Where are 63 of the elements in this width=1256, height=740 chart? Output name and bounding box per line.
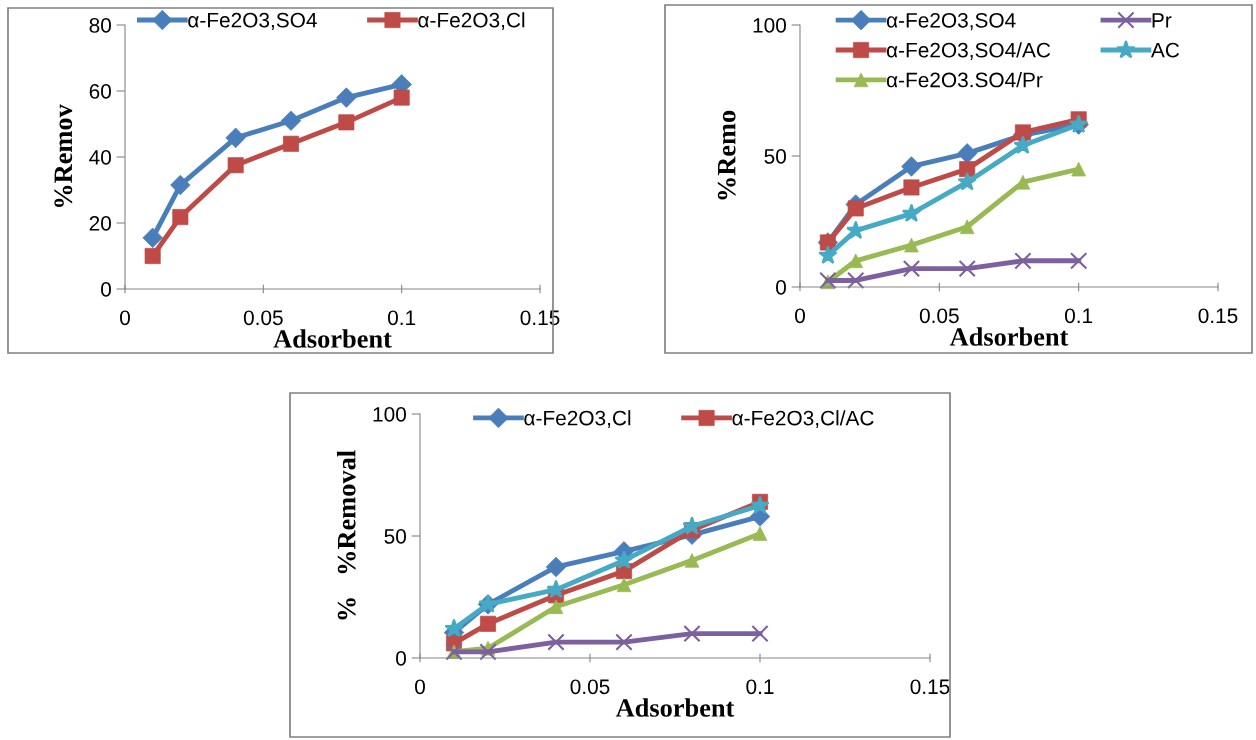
point: [144, 248, 161, 264]
x-tick-label: 0.1: [388, 310, 416, 326]
x-tick-label: 0: [120, 310, 130, 326]
x-tick-label: 0.15: [1198, 308, 1238, 324]
y-tick-label: 20: [89, 216, 111, 231]
y-tick-label: 0: [101, 282, 111, 297]
point: [751, 624, 769, 643]
legend-label: α-Fe2O3.SO4/Pr: [886, 72, 1043, 88]
x-axis-title: Adsorbent: [273, 329, 392, 348]
y-tick-label: 100: [753, 18, 786, 33]
point: [902, 259, 921, 278]
x-tick-label: 0.1: [1065, 308, 1093, 324]
x-tick-label: 0: [415, 679, 425, 695]
x-tick-label: 0.05: [570, 679, 610, 695]
point: [959, 219, 975, 235]
legend-label: Pr: [1152, 13, 1172, 28]
point: [682, 516, 702, 535]
point: [444, 618, 464, 638]
point: [546, 579, 566, 599]
y-axis-title: %Remo: [717, 110, 736, 200]
x-tick-label: 0.05: [919, 308, 959, 324]
x-tick-label: 0.05: [243, 310, 283, 326]
point: [547, 633, 565, 651]
y-tick-label: 0: [776, 280, 786, 295]
point: [683, 624, 701, 643]
point: [170, 174, 191, 196]
x-tick-label: 0.1: [746, 679, 774, 695]
point: [479, 643, 497, 661]
legend-label: α-Fe2O3,SO4: [886, 12, 1016, 31]
y-axis-title: % %Removal: [337, 450, 356, 620]
point: [142, 227, 163, 249]
x-tick-label: 0.15: [910, 679, 950, 695]
x-axis-title: Adsorbent: [949, 327, 1069, 346]
point: [1014, 252, 1032, 270]
point: [958, 259, 976, 278]
x-tick-label: 0: [795, 308, 805, 324]
y-axis-title: %Remov: [54, 104, 73, 208]
point: [750, 495, 770, 514]
point: [847, 271, 865, 290]
point: [614, 550, 634, 569]
point: [480, 615, 496, 632]
point: [818, 245, 838, 264]
point: [1013, 135, 1033, 154]
y-tick-label: 50: [764, 149, 786, 164]
y-tick-label: 60: [89, 84, 111, 99]
point: [1069, 252, 1088, 270]
x-axis-title: Adsorbent: [615, 698, 735, 717]
legend-label: α-Fe2O3,Cl/AC: [732, 410, 874, 428]
y-tick-label: 0: [396, 651, 406, 666]
point: [848, 253, 864, 269]
y-tick-label: 50: [384, 529, 406, 544]
legend-label: α-Fe2O3,Cl: [524, 410, 631, 428]
legend-label: α-Fe2O3,Cl: [418, 12, 525, 30]
legend-label: α-Fe2O3,SO4/AC: [886, 42, 1051, 60]
y-tick-label: 40: [89, 150, 111, 165]
legend-label: AC: [1150, 42, 1180, 58]
point: [901, 203, 922, 222]
point: [615, 633, 633, 651]
y-tick-label: 100: [373, 407, 406, 422]
point: [957, 172, 977, 191]
y-tick-label: 80: [89, 18, 111, 33]
x-tick-label: 0.15: [520, 310, 560, 326]
legend-label: α-Fe2O3,SO4: [188, 12, 317, 30]
